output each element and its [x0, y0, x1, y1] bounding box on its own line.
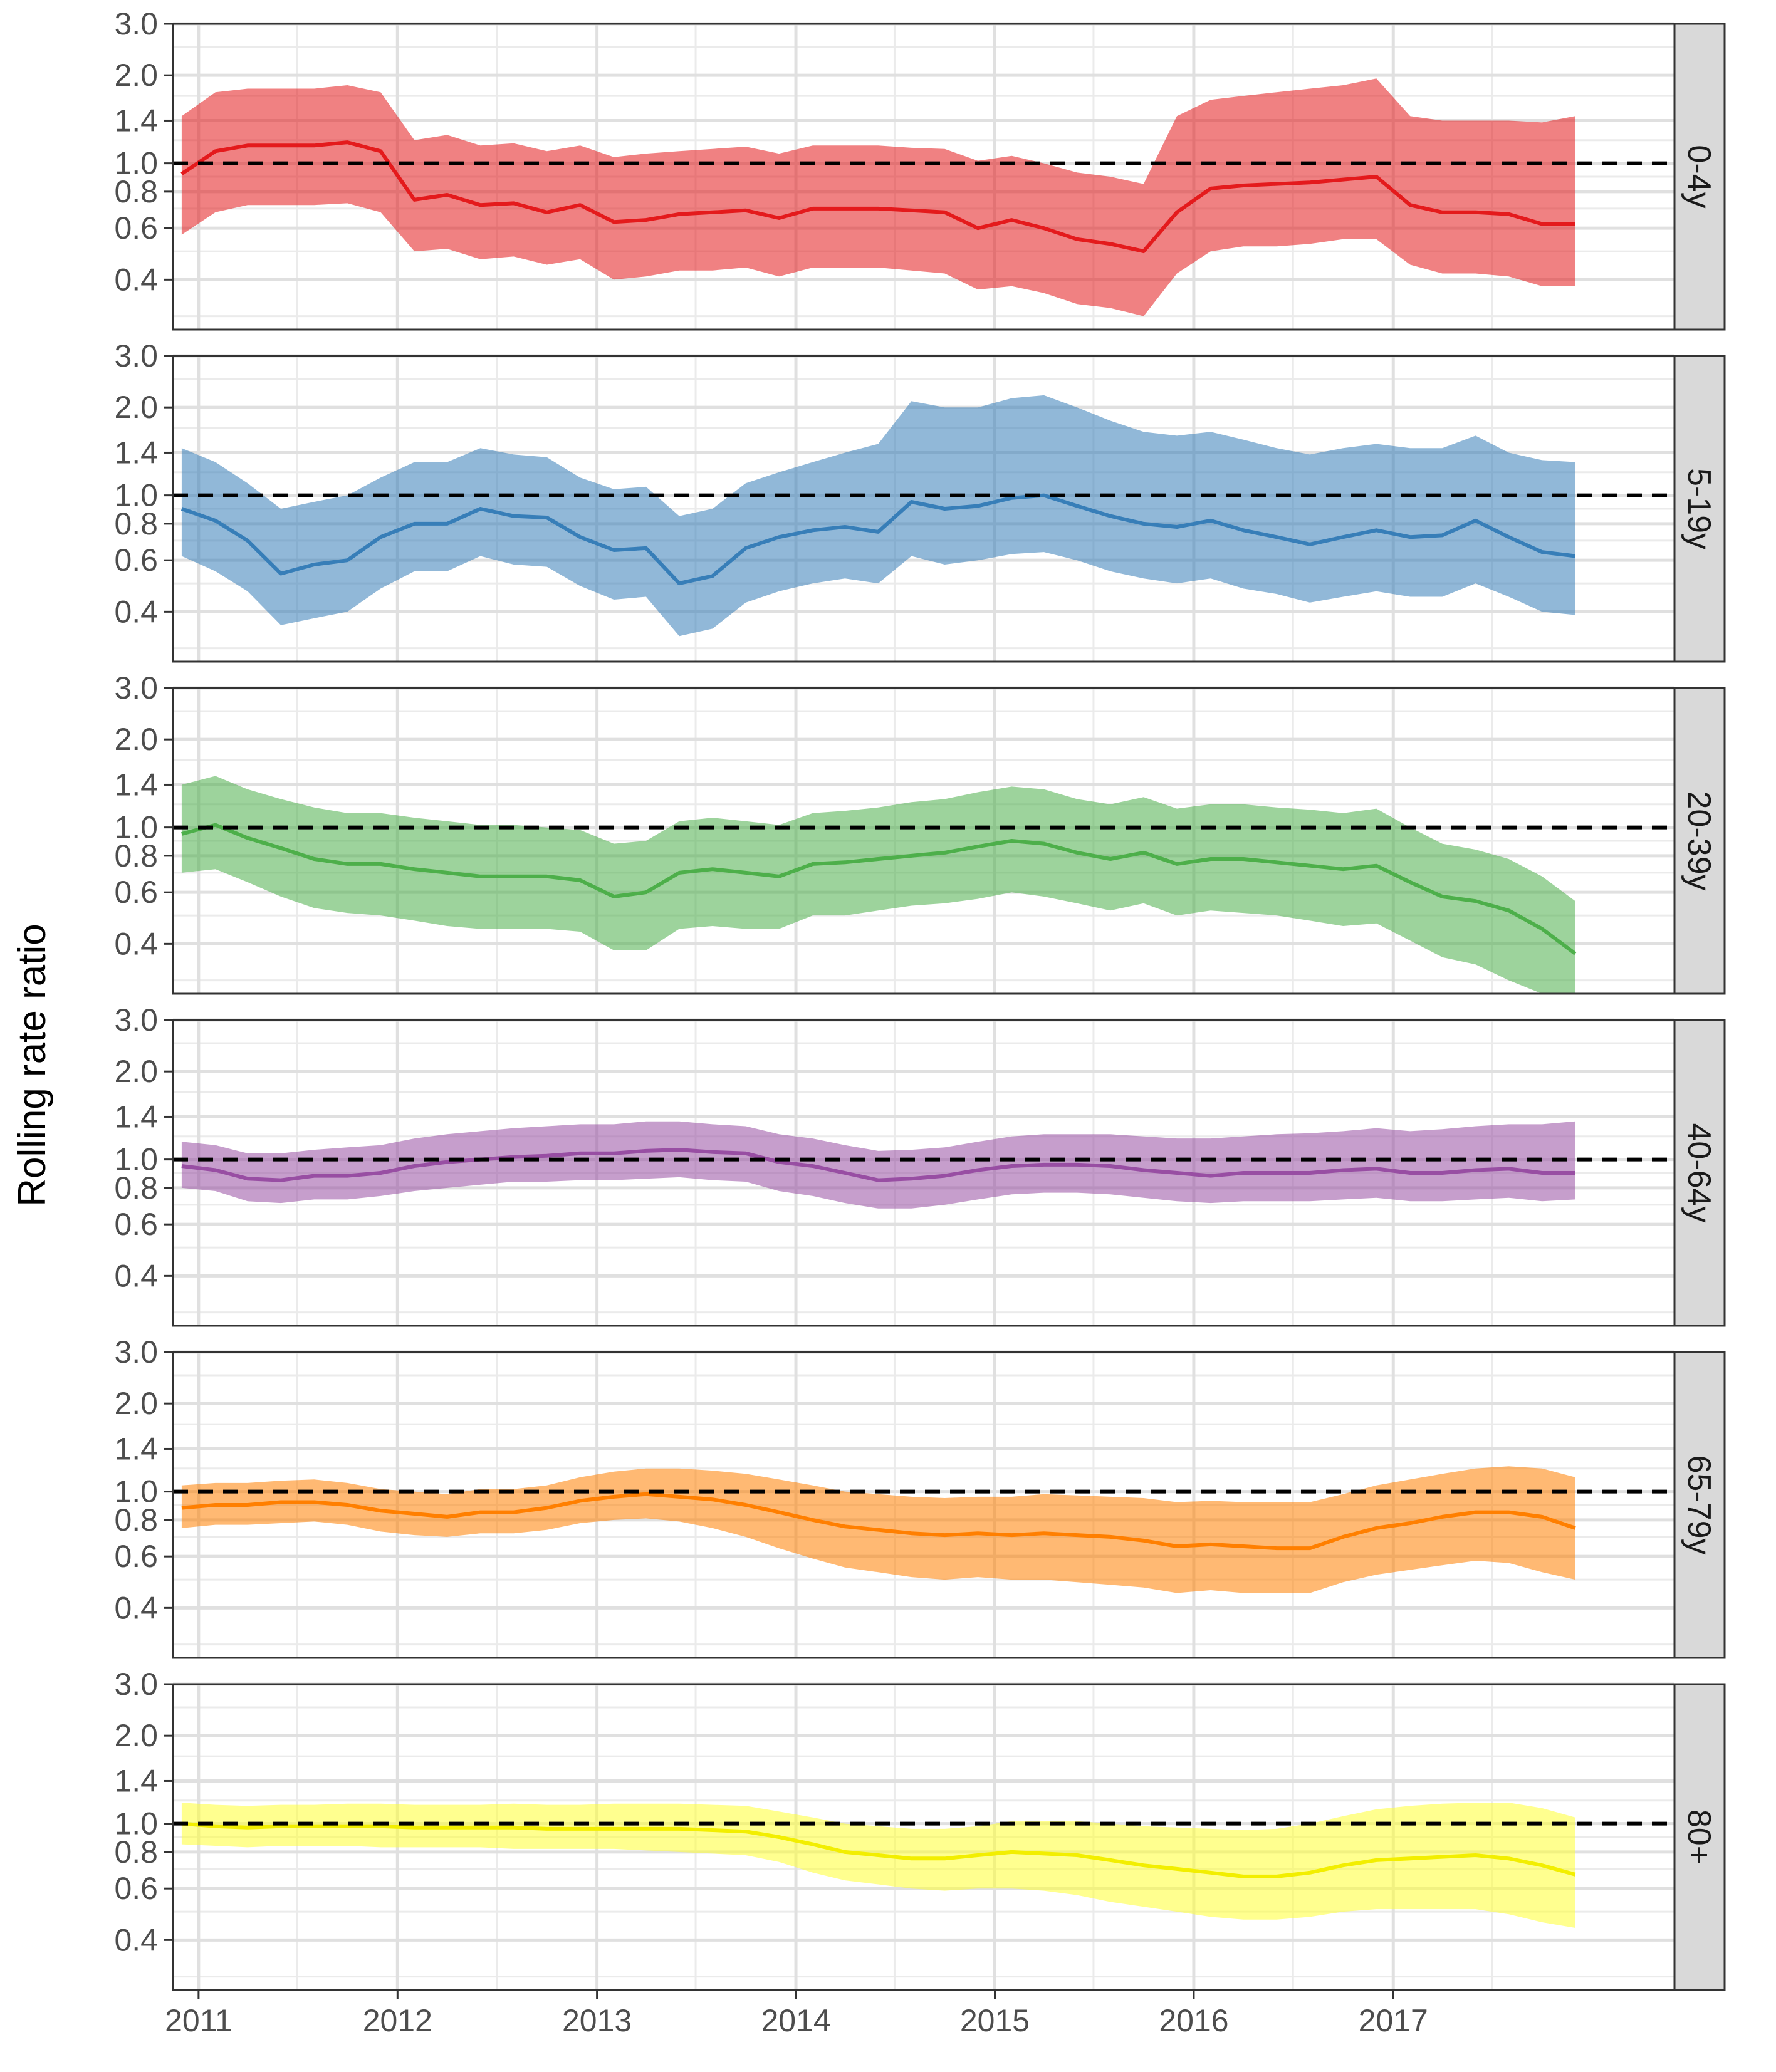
- y-tick-label: 0.8: [114, 1502, 158, 1538]
- y-tick-label: 0.8: [114, 838, 158, 873]
- series-line: [181, 1821, 1576, 1878]
- x-tick-label: 2013: [562, 2003, 632, 2038]
- y-tick-label: 1.0: [114, 478, 158, 513]
- y-tick-label: 2.0: [114, 1054, 158, 1089]
- facet-strip-label: 20-39y: [1681, 791, 1717, 891]
- facet-strip-label: 65-79y: [1681, 1455, 1717, 1555]
- y-tick-label: 0.8: [114, 506, 158, 541]
- confidence-ribbon: [181, 395, 1575, 637]
- x-tick-label: 2011: [165, 2003, 232, 2038]
- y-tick-label: 0.8: [114, 1835, 158, 1870]
- facet-strip-label: 40-64y: [1681, 1123, 1717, 1223]
- y-tick-label: 1.4: [114, 1763, 158, 1798]
- y-tick-label: 0.6: [114, 1207, 158, 1242]
- facet-strip-label: 80+: [1681, 1809, 1717, 1865]
- facet-strip: [1673, 1683, 1726, 1991]
- series-line: [180, 140, 1575, 254]
- x-axis: 2011 2012 2013 2014 2015 2016 2017: [165, 1990, 1428, 2038]
- facet-strip: [1673, 23, 1726, 331]
- y-tick-label: 2.0: [114, 390, 158, 425]
- y-tick-label: 2.0: [114, 1386, 158, 1421]
- y-tick-label: 1.0: [114, 810, 158, 845]
- facet-strip-label: 5-19y: [1681, 468, 1717, 549]
- y-tick-label: 0.4: [114, 1258, 158, 1293]
- y-tick-label: 0.6: [114, 543, 158, 578]
- y-tick-label: 0.6: [114, 1539, 158, 1574]
- confidence-ribbon: [181, 1121, 1575, 1209]
- facet-panel: 0.4 0.60.81.0 1.4 2.0 3.0 80+: [114, 1667, 1726, 1991]
- y-tick-label: 1.0: [114, 1142, 158, 1177]
- y-tick-label: 0.8: [114, 174, 158, 209]
- y-tick-label: 2.0: [114, 58, 158, 93]
- y-tick-label: 1.0: [114, 1806, 158, 1841]
- confidence-ribbon: [181, 78, 1575, 316]
- y-tick-label: 3.0: [114, 670, 158, 705]
- x-tick-label: 2014: [761, 2003, 830, 2038]
- facet-panel: 0.4 0.60.81.0 1.4 2.0 3.0 40-64y: [114, 1002, 1726, 1327]
- y-tick-label: 1.4: [114, 435, 158, 470]
- y-axis-title: Rolling rate ratio: [11, 924, 54, 1206]
- y-tick-label: 3.0: [114, 1667, 158, 1702]
- series-line: [180, 493, 1576, 586]
- confidence-ribbon: [181, 1803, 1575, 1928]
- y-tick-label: 0.6: [114, 875, 158, 910]
- facet-panel: 0.4 0.60.81.0 1.4 2.0 3.0 0-4y: [114, 6, 1726, 331]
- y-tick-label: 0.4: [114, 926, 158, 961]
- y-tick-label: 2.0: [114, 1718, 158, 1753]
- y-tick-label: 3.0: [114, 338, 158, 373]
- series-line: [181, 1492, 1576, 1551]
- facet-strip-label: 0-4y: [1681, 145, 1717, 208]
- facet-panel: 0.4 0.60.81.0 1.4 2.0 3.0 5-19y: [114, 338, 1726, 663]
- series-line: [181, 823, 1577, 955]
- facet-strip: [1673, 1351, 1726, 1659]
- facet-panel: 0.4 0.60.81.0 1.4 2.0 3.0 65-79y: [114, 1335, 1726, 1659]
- facet-strip: [1673, 1019, 1726, 1327]
- y-tick-label: 1.4: [114, 767, 158, 802]
- facet-panel: 0.4 0.60.81.0 1.4 2.0 3.0 20-39y: [114, 670, 1726, 995]
- facet-strip: [1673, 687, 1726, 995]
- y-tick-label: 3.0: [114, 1002, 158, 1038]
- y-tick-label: 1.4: [114, 1099, 158, 1134]
- y-tick-label: 0.4: [114, 1590, 158, 1625]
- y-tick-label: 3.0: [114, 1335, 158, 1370]
- y-tick-label: 0.8: [114, 1170, 158, 1205]
- x-tick-label: 2016: [1159, 2003, 1228, 2038]
- y-tick-label: 1.4: [114, 103, 158, 138]
- facet-panels: 0.40.60.81.01.42.03.00-4y0.40.60.81.01.4…: [114, 6, 1726, 1991]
- y-tick-label: 0.4: [114, 1922, 158, 1957]
- series-line: [181, 1148, 1575, 1182]
- y-tick-label: 1.0: [114, 146, 158, 181]
- y-tick-label: 1.4: [114, 1431, 158, 1466]
- x-tick-label: 2012: [363, 2003, 432, 2038]
- y-tick-label: 2.0: [114, 722, 158, 757]
- x-tick-label: 2017: [1359, 2003, 1428, 2038]
- y-tick-label: 0.4: [114, 594, 158, 629]
- y-tick-label: 3.0: [114, 6, 158, 41]
- confidence-ribbon: [181, 776, 1575, 994]
- y-tick-label: 0.4: [114, 262, 158, 297]
- x-tick-label: 2015: [960, 2003, 1030, 2038]
- y-tick-label: 0.6: [114, 211, 158, 246]
- facet-strip: [1673, 355, 1726, 663]
- y-tick-label: 0.6: [114, 1871, 158, 1906]
- y-tick-label: 1.0: [114, 1474, 158, 1509]
